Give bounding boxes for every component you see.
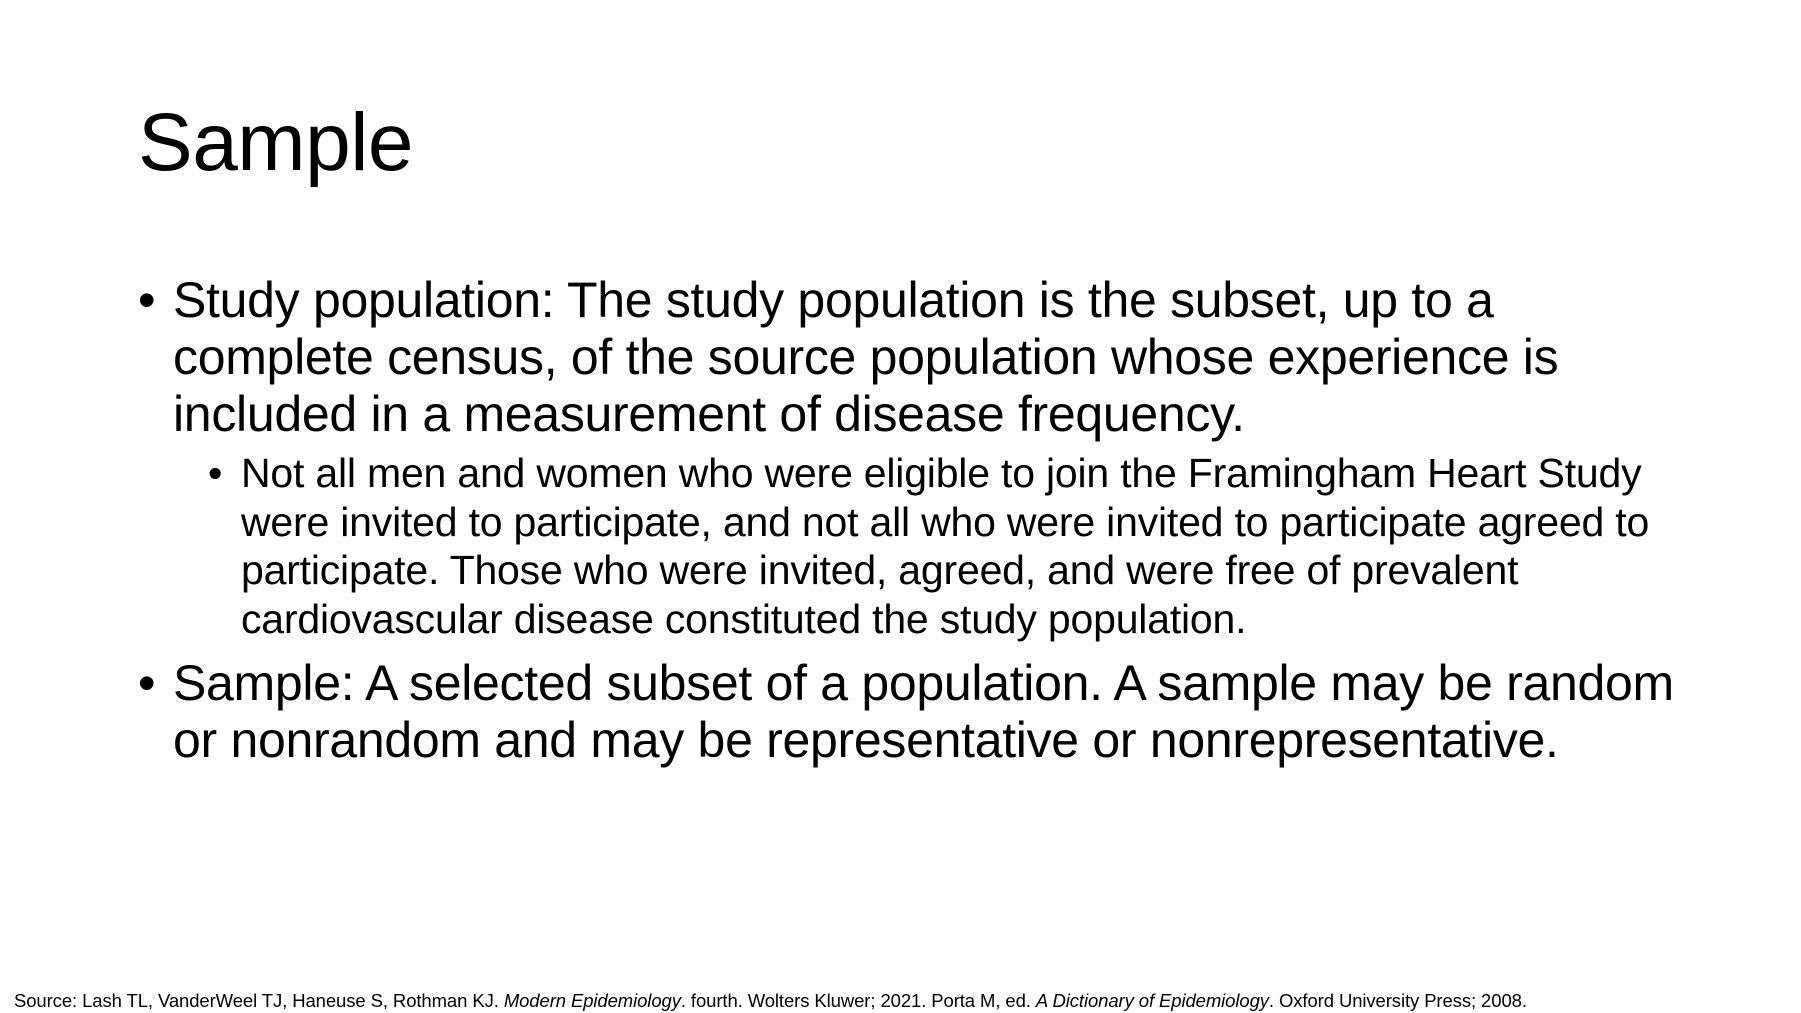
source-suffix: . Oxford University Press; 2008.: [1268, 990, 1527, 1011]
bullet-text: Sample: A selected subset of a populatio…: [173, 655, 1674, 768]
slide-body: • Study population: The study population…: [138, 272, 1698, 769]
source-book-modern-epidemiology: Modern Epidemiology: [503, 990, 681, 1011]
source-book-dictionary: A Dictionary of Epidemiology: [1035, 990, 1269, 1011]
sub-bullet-framingham: • Not all men and women who were eligibl…: [208, 449, 1698, 643]
source-middle: . fourth. Wolters Kluwer; 2021. Porta M,…: [680, 990, 1036, 1011]
slide-title: Sample: [138, 97, 414, 188]
bullet-study-population: • Study population: The study population…: [138, 272, 1698, 443]
sub-bullet-marker: •: [208, 450, 223, 496]
sub-bullet-text: Not all men and women who were eligible …: [241, 450, 1650, 642]
bullet-marker: •: [138, 272, 156, 328]
bullet-marker: •: [138, 655, 156, 711]
source-prefix: Source: Lash TL, VanderWeel TJ, Haneuse …: [14, 990, 504, 1011]
source-citation: Source: Lash TL, VanderWeel TJ, Haneuse …: [14, 990, 1527, 1012]
bullet-sample: • Sample: A selected subset of a populat…: [138, 655, 1698, 769]
bullet-text: Study population: The study population i…: [173, 272, 1559, 442]
